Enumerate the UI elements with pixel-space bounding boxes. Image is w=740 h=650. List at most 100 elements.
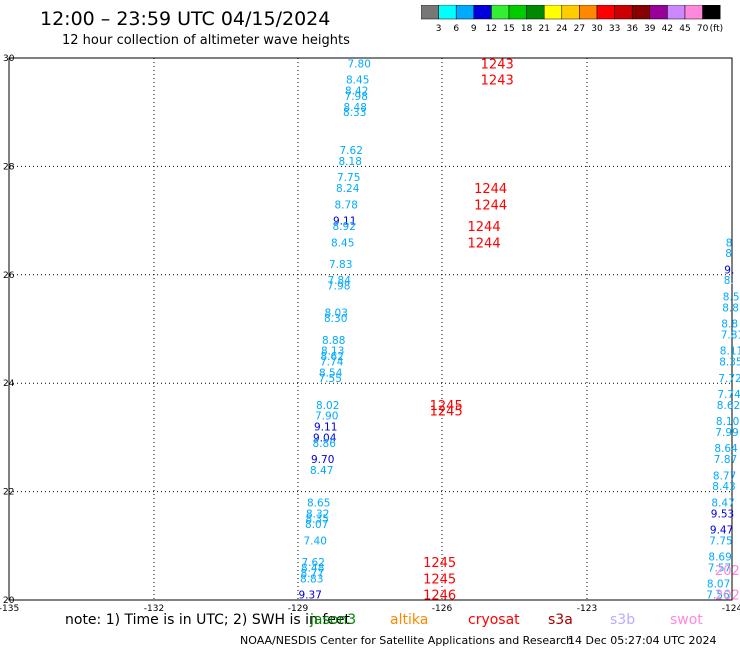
- swh-value-label: 9.53: [711, 508, 734, 520]
- colorbar-tick-label: 42: [662, 24, 673, 34]
- y-tick-label: 24: [3, 379, 15, 389]
- swh-value-label: 9.47: [710, 525, 733, 537]
- swh-value-label: 7.62: [302, 557, 325, 569]
- swh-value-label: 7.74: [320, 357, 344, 369]
- mission-cryosat: cryosat: [468, 612, 520, 628]
- swh-value-label: 8.77: [301, 568, 324, 580]
- time-label: 1243: [481, 57, 514, 72]
- colorbar-tick-label: 6: [453, 24, 459, 34]
- swh-value-label: 8.77: [713, 470, 736, 482]
- time-label: 1245: [423, 556, 456, 571]
- plot-frame: [8, 57, 733, 601]
- swh-value-label: 7.98: [327, 281, 350, 293]
- x-tick-label: -129: [288, 604, 309, 614]
- swh-value-label: 8.8: [721, 319, 738, 331]
- swh-value-label: 8.78: [335, 199, 358, 211]
- swh-value-label: 7.40: [304, 535, 327, 547]
- time-label: 1243: [481, 74, 514, 89]
- swh-value-label: 7.84: [328, 275, 352, 287]
- data-layer: 7.808.458.427.988.488.337.628.187.758.24…: [299, 57, 740, 604]
- swh-value-label: 8.45: [346, 75, 369, 87]
- swh-value-label: 8.32: [306, 508, 329, 520]
- colorbar-tick-label: 18: [521, 24, 533, 34]
- swh-value-label: 7.75: [337, 172, 360, 184]
- chart-title: 12:00 – 23:59 UTC 04/15/2024: [40, 8, 331, 30]
- y-tick-label: 22: [3, 488, 14, 498]
- swh-value-label: 8.35: [719, 357, 740, 369]
- y-tick-label: 20: [3, 596, 15, 606]
- colorbar-tick-label: 21: [538, 24, 549, 34]
- swh-value-label: 7.75: [709, 535, 732, 547]
- swh-value-label: 8.62: [717, 400, 740, 412]
- time-label: 1244: [468, 236, 501, 251]
- mission-swot: swot: [670, 612, 703, 628]
- chart-subtitle: 12 hour collection of altimeter wave hei…: [62, 33, 350, 48]
- swh-value-label: 8.8: [722, 302, 739, 314]
- y-tick-label: 26: [3, 271, 15, 281]
- swh-value-label: 9.11: [333, 216, 356, 228]
- colorbar-tick-label: 70: [697, 24, 709, 34]
- time-label: 202: [715, 564, 740, 579]
- colorbar-tick-label: 30: [591, 24, 603, 34]
- swh-value-label: 8.03: [325, 308, 348, 320]
- swh-value-label: 7.72: [718, 373, 740, 385]
- colorbar-tick-label: 39: [644, 24, 656, 34]
- colorbar: 3 6 9 12 15 18 21 24 27 30 33 36 39 42 45 70 (ft): [421, 5, 723, 34]
- x-tick-label: -135: [0, 604, 19, 614]
- swh-value-label: 8: [726, 237, 733, 249]
- colorbar-tick-label: 33: [609, 24, 620, 34]
- swh-value-label: 7.80: [348, 58, 371, 70]
- swh-value-label: 7.55: [319, 373, 342, 385]
- swh-value-label: 8.07: [707, 579, 730, 591]
- swh-value-label: 9.70: [311, 454, 334, 466]
- x-tick-label: -124: [722, 604, 740, 614]
- swh-value-label: 8.48: [301, 562, 324, 574]
- swh-value-label: 8.10: [716, 416, 739, 428]
- swh-value-label: 8.33: [343, 107, 366, 119]
- colorbar-tick-label: 9: [471, 24, 477, 34]
- swh-value-label: 8: [725, 248, 732, 260]
- swh-value-label: 8.62: [321, 351, 344, 363]
- swh-value-label: 7.98: [345, 91, 368, 103]
- swh-value-label: 8.48: [344, 102, 367, 114]
- swh-value-label: 8.5: [723, 291, 740, 303]
- swh-value-label: 8.43: [712, 481, 735, 493]
- swh-value-label: 8.54: [319, 367, 343, 379]
- swh-value-label: 7.87: [714, 454, 737, 466]
- swh-value-label: 7.56: [706, 590, 730, 602]
- swh-value-label: 8.86: [313, 438, 337, 450]
- swh-value-label: 8.47: [310, 465, 333, 477]
- swh-value-label: 8.11: [720, 346, 740, 358]
- time-label: 1245: [430, 399, 463, 414]
- swh-value-label: 8.35: [306, 514, 329, 526]
- swh-value-label: 7.90: [315, 411, 338, 423]
- colorbar-tick-label: 27: [574, 24, 585, 34]
- swh-value-label: 7.62: [340, 145, 363, 157]
- swh-value-label: 8.30: [324, 313, 347, 325]
- swh-value-label: 8.02: [316, 400, 339, 412]
- swh-value-label: 8.65: [307, 497, 330, 509]
- colorbar-tick-label: 15: [503, 24, 514, 34]
- time-label: 202-: [715, 589, 740, 604]
- mission-jason3: jason3: [310, 612, 357, 628]
- swh-value-label: 8.42: [345, 86, 368, 98]
- x-tick-label: -126: [432, 604, 453, 614]
- swh-value-label: 8.92: [333, 221, 356, 233]
- swh-value-label: 8.88: [322, 335, 345, 347]
- y-tick-label: 28: [3, 162, 15, 172]
- y-tick-label: 30: [3, 54, 15, 64]
- swh-value-label: 8.64: [714, 443, 738, 455]
- footer-credit: NOAA/NESDIS Center for Satellite Applica…: [240, 634, 574, 647]
- time-label: 1246: [423, 589, 456, 604]
- swh-value-label: 8.07: [305, 519, 328, 531]
- footer-note: note: 1) Time is in UTC; 2) SWH is in fe…: [65, 612, 351, 628]
- swh-value-label: 8.: [724, 275, 734, 287]
- colorbar-tick-label: 12: [486, 24, 497, 34]
- swh-value-label: 8.47: [711, 497, 734, 509]
- footer-timestamp: 14 Dec 05:27:04 UTC 2024: [568, 634, 717, 647]
- time-label: 1244: [474, 198, 507, 213]
- x-tick-label: -132: [144, 604, 164, 614]
- swh-value-label: 9.11: [314, 422, 337, 434]
- colorbar-tick-label: 36: [626, 24, 638, 34]
- swh-value-label: 9.37: [299, 590, 322, 602]
